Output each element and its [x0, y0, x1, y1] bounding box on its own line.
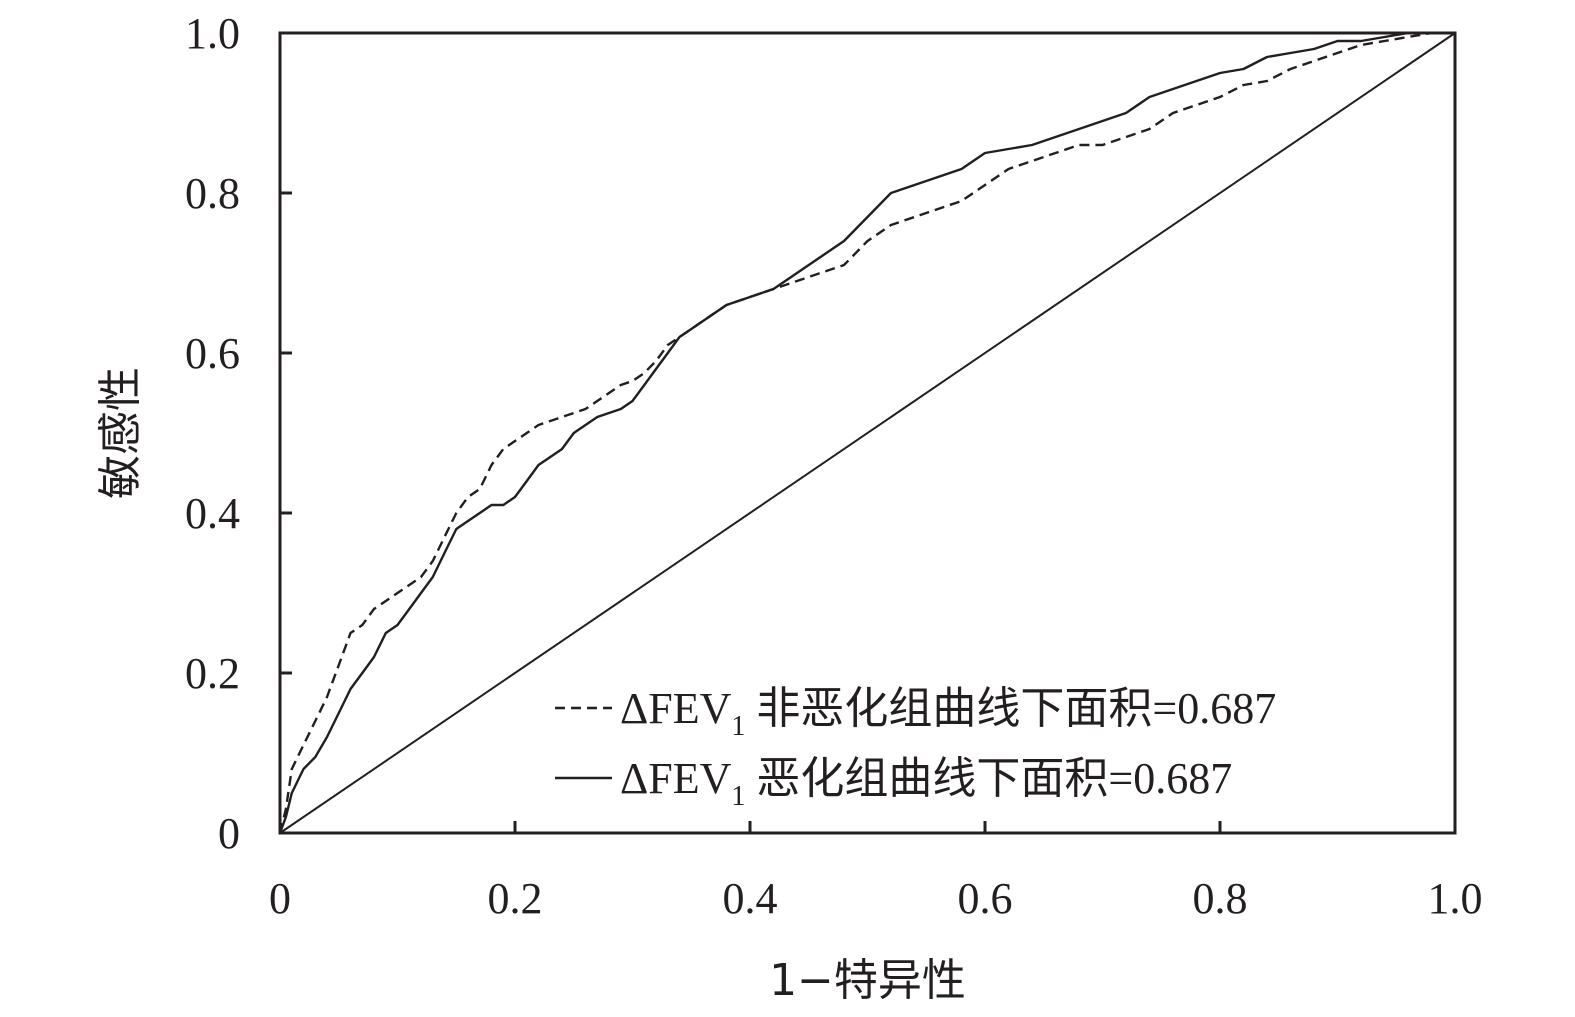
- series-layer: [278, 31, 1456, 834]
- x-tick-label: 0: [269, 874, 291, 923]
- x-tick-label: 1.0: [1428, 874, 1483, 923]
- y-tick-label: 0.8: [185, 169, 240, 218]
- y-tick-label: 0.4: [185, 489, 240, 538]
- series-line-exacerbation: [278, 31, 1432, 834]
- legend-label: ΔFEV1 非恶化组曲线下面积=0.687: [620, 684, 1276, 742]
- legend-label: ΔFEV1 恶化组曲线下面积=0.687: [620, 754, 1232, 812]
- series-line-non-exacerbation: [278, 31, 1432, 834]
- y-tick-label: 0: [218, 809, 240, 858]
- x-tick-label: 0.2: [488, 874, 543, 923]
- x-tick-label: 0.6: [958, 874, 1013, 923]
- legend: ΔFEV1 非恶化组曲线下面积=0.687 ΔFEV1 恶化组曲线下面积=0.68…: [555, 684, 1276, 812]
- ticks-layer: 0 0.2 0.4 0.6 0.8 1.0 0 0.2 0.4 0.6 0.8 1.0: [185, 9, 1483, 923]
- plot-frame: [278, 31, 1457, 835]
- x-axis-label: 1−特异性: [769, 955, 966, 1006]
- reference-diagonal-line: [279, 32, 1456, 834]
- y-tick-label: 1.0: [185, 9, 240, 58]
- y-tick-label: 0.2: [185, 649, 240, 698]
- x-tick-label: 0.8: [1193, 874, 1248, 923]
- x-tick-label: 0.4: [723, 874, 778, 923]
- y-axis-label: 敏感性: [95, 367, 146, 499]
- y-tick-label: 0.6: [185, 329, 240, 378]
